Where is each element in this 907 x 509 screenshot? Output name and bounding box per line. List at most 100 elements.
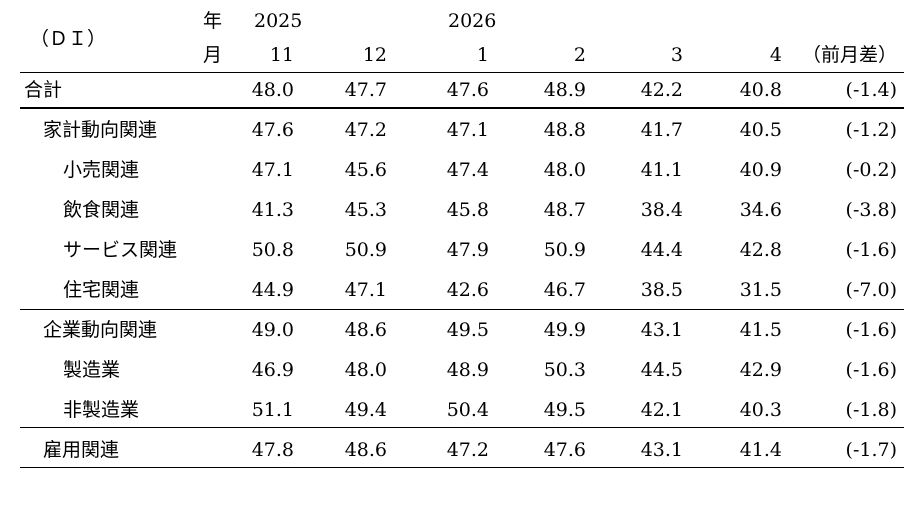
rule-total: [20, 107, 904, 109]
row-label: 雇用関連: [43, 439, 120, 461]
diff-cell: (-0.2): [845, 159, 897, 181]
cell: 43.1: [640, 319, 683, 341]
cell: 47.2: [344, 119, 387, 141]
table-row: 製造業 46.9 48.0 48.9 50.3 44.5 42.9 (-1.6): [0, 357, 907, 383]
diff-cell: (-3.8): [845, 199, 897, 221]
cell: 48.7: [543, 199, 586, 221]
cell: 47.9: [446, 239, 489, 261]
month-header: 12: [362, 44, 387, 66]
cell: 41.5: [739, 319, 782, 341]
cell: 44.5: [640, 359, 683, 381]
cell: 48.0: [251, 79, 294, 101]
diff-header: （前月差）: [801, 44, 897, 66]
month-header: 2: [573, 44, 586, 66]
diff-cell: (-1.2): [845, 119, 897, 141]
month-header: 11: [269, 44, 294, 66]
table-row: 飲食関連 41.3 45.3 45.8 48.7 38.4 34.6 (-3.8…: [0, 197, 907, 223]
diff-cell: (-1.4): [845, 79, 897, 101]
table-row: 家計動向関連 47.6 47.2 47.1 48.8 41.7 40.5 (-1…: [0, 117, 907, 143]
cell: 49.0: [251, 319, 294, 341]
cell: 42.6: [446, 279, 489, 301]
cell: 48.6: [344, 319, 387, 341]
cell: 42.9: [739, 359, 782, 381]
cell: 48.8: [543, 119, 586, 141]
cell: 49.5: [446, 319, 489, 341]
cell: 40.9: [739, 159, 782, 181]
cell: 46.7: [543, 279, 586, 301]
table-row: 住宅関連 44.9 47.1 42.6 46.7 38.5 31.5 (-7.0…: [0, 277, 907, 303]
diff-cell: (-1.6): [845, 319, 897, 341]
table-row: 小売関連 47.1 45.6 47.4 48.0 41.1 40.9 (-0.2…: [0, 157, 907, 183]
cell: 48.0: [344, 359, 387, 381]
cell: 47.2: [446, 439, 489, 461]
cell: 40.3: [739, 399, 782, 421]
table-row: 合計 48.0 47.7 47.6 48.9 42.2 40.8 (-1.4): [0, 77, 907, 103]
cell: 34.6: [739, 199, 782, 221]
cell: 48.6: [344, 439, 387, 461]
diff-cell: (-1.6): [845, 359, 897, 381]
cell: 41.7: [640, 119, 683, 141]
row-label: 飲食関連: [63, 199, 140, 221]
diff-cell: (-1.8): [845, 399, 897, 421]
cell: 46.9: [251, 359, 294, 381]
cell: 47.6: [446, 79, 489, 101]
year-2025: 2025: [254, 10, 303, 32]
cell: 49.9: [543, 319, 586, 341]
cell: 50.9: [543, 239, 586, 261]
row-label: 家計動向関連: [43, 119, 158, 141]
cell: 42.1: [640, 399, 683, 421]
cell: 42.2: [640, 79, 683, 101]
cell: 47.4: [446, 159, 489, 181]
cell: 48.0: [543, 159, 586, 181]
cell: 47.6: [543, 439, 586, 461]
cell: 50.4: [446, 399, 489, 421]
table-row: サービス関連 50.8 50.9 47.9 50.9 44.4 42.8 (-1…: [0, 237, 907, 263]
row-label: サービス関連: [63, 239, 178, 261]
cell: 47.1: [251, 159, 294, 181]
diff-cell: (-7.0): [845, 279, 897, 301]
cell: 41.1: [640, 159, 683, 181]
cell: 47.1: [446, 119, 489, 141]
cell: 41.4: [739, 439, 782, 461]
di-label: （ＤＩ）: [30, 28, 107, 50]
month-label: 月: [203, 44, 223, 66]
table-row: 雇用関連 47.8 48.6 47.2 47.6 43.1 41.4 (-1.7…: [0, 437, 907, 463]
rule-corporate: [20, 427, 904, 428]
row-label: 製造業: [63, 359, 121, 381]
cell: 48.9: [543, 79, 586, 101]
month-header: 3: [670, 44, 683, 66]
cell: 40.8: [739, 79, 782, 101]
diff-cell: (-1.7): [845, 439, 897, 461]
cell: 42.8: [739, 239, 782, 261]
row-label: 企業動向関連: [43, 319, 158, 341]
cell: 47.8: [251, 439, 294, 461]
cell: 49.5: [543, 399, 586, 421]
cell: 45.8: [446, 199, 489, 221]
diff-cell: (-1.6): [845, 239, 897, 261]
cell: 48.9: [446, 359, 489, 381]
cell: 51.1: [251, 399, 294, 421]
table-row: 企業動向関連 49.0 48.6 49.5 49.9 43.1 41.5 (-1…: [0, 317, 907, 343]
cell: 38.4: [640, 199, 683, 221]
row-label: 小売関連: [63, 159, 140, 181]
cell: 50.9: [344, 239, 387, 261]
cell: 40.5: [739, 119, 782, 141]
row-label: 非製造業: [63, 399, 140, 421]
cell: 50.3: [543, 359, 586, 381]
cell: 31.5: [739, 279, 782, 301]
row-label: 合計: [24, 79, 63, 101]
rule-bottom: [20, 467, 904, 468]
cell: 44.4: [640, 239, 683, 261]
month-header: 1: [476, 44, 489, 66]
cell: 47.7: [344, 79, 387, 101]
cell: 44.9: [251, 279, 294, 301]
cell: 47.6: [251, 119, 294, 141]
row-label: 住宅関連: [63, 279, 140, 301]
cell: 41.3: [251, 199, 294, 221]
rule-household: [20, 309, 904, 310]
cell: 49.4: [344, 399, 387, 421]
cell: 50.8: [251, 239, 294, 261]
cell: 43.1: [640, 439, 683, 461]
table-row: 非製造業 51.1 49.4 50.4 49.5 42.1 40.3 (-1.8…: [0, 397, 907, 423]
